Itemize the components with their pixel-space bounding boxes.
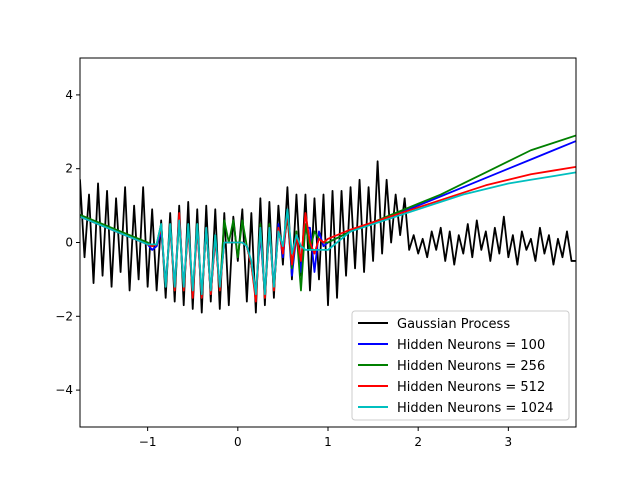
legend-box <box>351 310 570 421</box>
x-tick-label: 0 <box>234 435 242 449</box>
y-tick-label: −4 <box>55 383 73 397</box>
series-line-2 <box>80 134 576 299</box>
x-tick-label: −1 <box>139 435 157 449</box>
y-tick-label: −2 <box>55 309 73 323</box>
y-tick-label: 4 <box>65 88 73 102</box>
y-axis-ticks: −4 −2 0 2 4 <box>55 88 80 397</box>
x-tick-label: 2 <box>414 435 422 449</box>
series-line-0 <box>80 160 576 314</box>
legend-label-1: Hidden Neurons = 100 <box>397 338 545 353</box>
x-tick-label: 3 <box>505 435 513 449</box>
x-axis-ticks: −1 0 1 2 3 <box>139 427 512 449</box>
x-tick-label: 1 <box>324 435 332 449</box>
legend-label-3: Hidden Neurons = 512 <box>397 380 545 395</box>
y-tick-label: 2 <box>65 162 73 176</box>
legend-label-0: Gaussian Process <box>397 317 510 332</box>
y-tick-label: 0 <box>65 236 73 250</box>
legend-label-4: Hidden Neurons = 1024 <box>397 401 554 416</box>
legend: Gaussian Process Hidden Neurons = 100 Hidd… <box>351 310 570 421</box>
legend-entries: Gaussian Process Hidden Neurons = 100 Hidd… <box>358 317 554 416</box>
series-line-3 <box>80 165 576 303</box>
series-line-4 <box>80 171 576 296</box>
legend-label-2: Hidden Neurons = 256 <box>397 359 545 374</box>
series-layer <box>80 134 576 314</box>
